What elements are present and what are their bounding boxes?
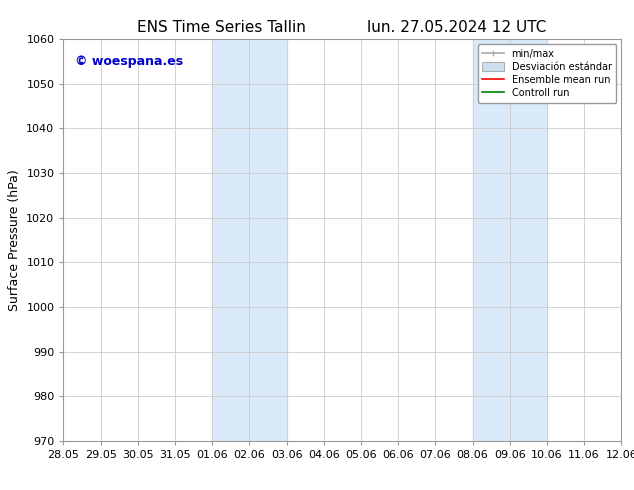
Y-axis label: Surface Pressure (hPa): Surface Pressure (hPa) <box>8 169 21 311</box>
Legend: min/max, Desviación estándar, Ensemble mean run, Controll run: min/max, Desviación estándar, Ensemble m… <box>477 44 616 102</box>
Text: © woespana.es: © woespana.es <box>75 55 183 68</box>
Bar <box>472 39 547 441</box>
Text: ENS Time Series Tallin: ENS Time Series Tallin <box>138 20 306 35</box>
Bar <box>212 39 287 441</box>
Text: lun. 27.05.2024 12 UTC: lun. 27.05.2024 12 UTC <box>367 20 546 35</box>
